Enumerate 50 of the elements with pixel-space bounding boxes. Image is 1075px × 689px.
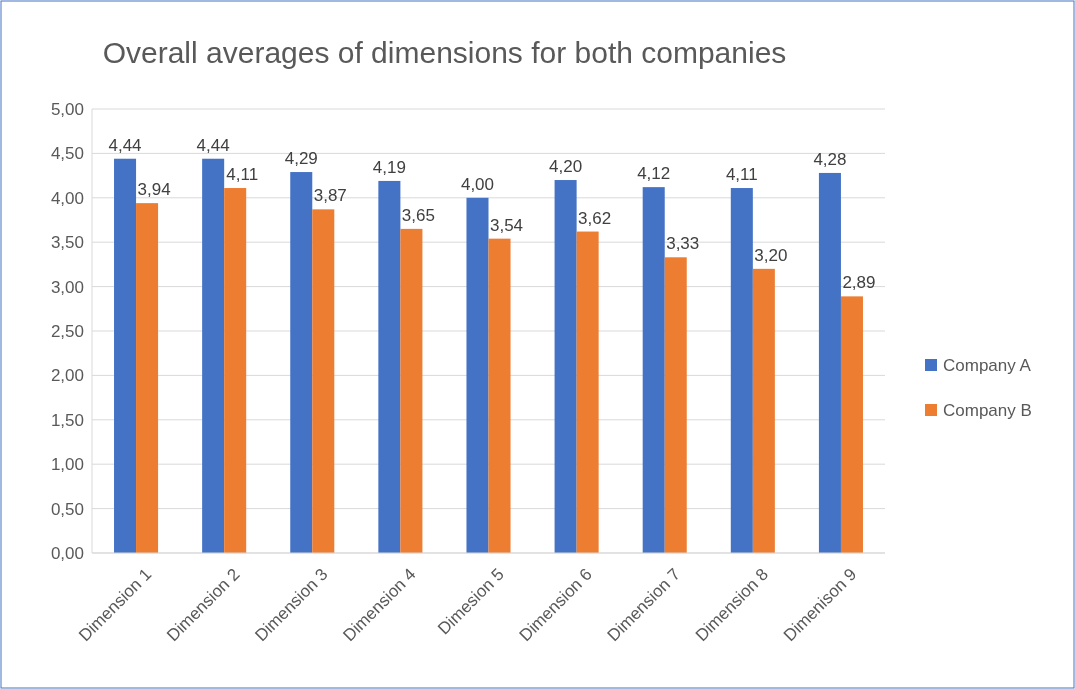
bar: [114, 158, 137, 553]
data-label: 3,54: [489, 215, 524, 235]
data-label: 4,19: [372, 157, 406, 177]
y-tick-label: 4,00: [50, 188, 84, 208]
y-tick-label: 1,00: [50, 455, 84, 475]
y-tick-label: 0,50: [50, 499, 84, 519]
data-label: 3,94: [137, 180, 171, 200]
bar: [312, 209, 335, 553]
chart-title: Overall averages of dimensions for both companies: [102, 36, 787, 69]
bar: [730, 188, 753, 553]
bar: [136, 203, 159, 553]
bar: [840, 296, 863, 553]
data-label: 3,20: [754, 245, 788, 265]
data-label: 3,33: [666, 234, 700, 254]
y-tick-label: 1,50: [50, 410, 84, 430]
bar: [466, 197, 489, 553]
data-label: 4,11: [725, 165, 758, 185]
data-label: 4,20: [549, 157, 583, 177]
legend-label: Company B: [943, 400, 1032, 420]
bar: [818, 172, 841, 553]
data-label: 3,87: [313, 186, 347, 206]
data-label: 4,44: [108, 135, 142, 155]
data-label: 3,62: [578, 208, 612, 228]
bar: [752, 268, 775, 553]
y-tick-label: 4,50: [50, 144, 84, 164]
y-tick-label: 2,50: [50, 321, 84, 341]
data-label: 4,12: [637, 164, 671, 184]
y-tick-label: 3,50: [50, 233, 84, 253]
y-tick-label: 2,00: [50, 366, 84, 386]
bar: [202, 158, 225, 553]
bar: [664, 257, 687, 553]
legend-label: Company A: [943, 355, 1032, 375]
y-tick-label: 5,00: [50, 99, 84, 119]
data-label: 4,29: [284, 149, 318, 169]
bar: [576, 231, 599, 553]
data-label: 4,28: [813, 149, 847, 169]
y-tick-label: 3,00: [50, 277, 84, 297]
data-label: 4,00: [460, 174, 495, 194]
bar: [488, 238, 511, 553]
bar: [290, 172, 313, 553]
data-label: 2,89: [842, 273, 876, 293]
bar: [400, 228, 423, 553]
data-label: 4,44: [196, 135, 230, 155]
bar: [554, 180, 577, 553]
bar: [224, 188, 247, 553]
data-label: 3,65: [401, 205, 435, 225]
data-label: 4,11: [226, 165, 259, 185]
y-tick-label: 0,00: [50, 543, 84, 563]
bar: [378, 180, 401, 553]
bar: [642, 187, 665, 553]
